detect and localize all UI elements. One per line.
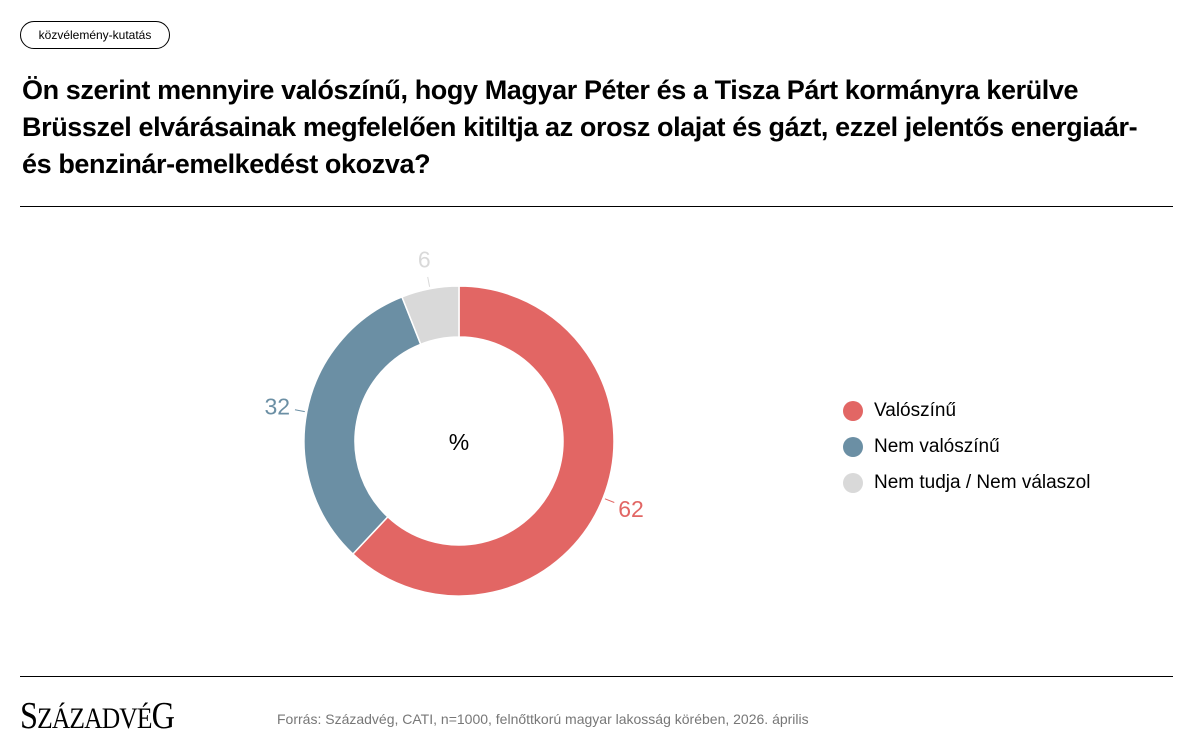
brand-logo: SZÁZADVÉG (20, 695, 175, 737)
legend-swatch (843, 473, 863, 493)
divider (20, 206, 1173, 207)
legend-item: Valószínű (843, 393, 1090, 429)
leader-line (294, 409, 305, 413)
data-label: 62 (618, 496, 644, 522)
legend-swatch (843, 401, 863, 421)
donut-slice (400, 285, 460, 346)
legend-item: Nem valószínű (843, 429, 1090, 465)
category-tag[interactable]: közvélemény-kutatás (20, 21, 170, 49)
legend-label: Nem tudja / Nem válaszol (874, 472, 1091, 493)
legend: Valószínű Nem valószínű Nem tudja / Nem … (843, 393, 1090, 501)
leader-line (604, 498, 615, 503)
divider (20, 676, 1173, 677)
center-label: % (449, 429, 469, 455)
legend-item: Nem tudja / Nem válaszol (843, 465, 1090, 501)
legend-swatch (843, 437, 863, 457)
donut-slice (351, 285, 615, 597)
leader-line (427, 276, 431, 287)
legend-label: Valószínű (874, 400, 957, 421)
legend-label: Nem valószínű (874, 436, 1000, 457)
data-label: 32 (264, 393, 290, 419)
page-title: Ön szerint mennyire valószínű, hogy Magy… (22, 75, 1138, 179)
source-note: Forrás: Századvég, CATI, n=1000, felnőtt… (277, 711, 809, 727)
donut-slice (303, 295, 422, 556)
data-label: 6 (418, 246, 431, 272)
